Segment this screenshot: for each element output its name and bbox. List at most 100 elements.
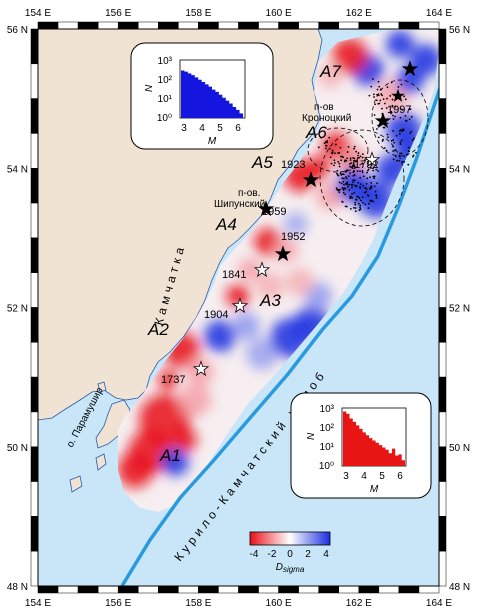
longitude-label: 156 E — [105, 8, 131, 19]
earthquake-star — [231, 297, 249, 314]
earthquake-year-label: 1923 — [281, 159, 305, 171]
longitude-label: 158 E — [185, 8, 211, 19]
earthquake-year-label: 1841 — [222, 269, 246, 281]
inset2-xtick-0: 3 — [343, 471, 349, 482]
earthquake-year-label: 1959 — [262, 206, 286, 218]
earthquake-star — [302, 171, 320, 188]
latitude-label: 48 N — [449, 582, 470, 593]
latitude-label: 48 N — [7, 582, 28, 593]
earthquake-year-label: 1792 — [354, 159, 378, 171]
small-island — [97, 381, 107, 393]
earthquake-star — [374, 112, 392, 129]
colorbar-tick-1: -2 — [268, 549, 277, 560]
longitude-label: 164 E — [426, 8, 452, 19]
inset1-ytick-2: 10¹ — [158, 94, 173, 105]
inset2-ytick-3: 10⁰ — [319, 461, 334, 472]
inset1-xtick-0: 3 — [181, 123, 187, 134]
small-island — [69, 475, 83, 493]
seismicity-dots — [317, 78, 417, 213]
rupture-outline — [371, 79, 429, 157]
inset1-histogram — [181, 70, 243, 118]
longitude-label: 162 E — [346, 598, 372, 609]
inset2-ylabel: N — [306, 432, 317, 440]
inset2-xtick-3: 6 — [397, 471, 403, 482]
inset1-xtick-2: 5 — [217, 123, 223, 134]
rupture-outline — [319, 129, 405, 227]
latitude-labels-right: 56 N 54 N 52 N 50 N 48 N — [449, 25, 470, 593]
earthquake-year-label: 1952 — [281, 231, 305, 243]
earthquake-year-label: 1737 — [161, 374, 185, 386]
zone-label-a7: A7 — [319, 62, 341, 81]
earthquake-star — [253, 261, 271, 278]
colorbar-tick-2: 0 — [287, 549, 293, 560]
latitude-label: 52 N — [449, 304, 470, 315]
inset2-ytick-0: 10³ — [320, 404, 335, 415]
longitude-label: 162 E — [346, 8, 372, 19]
small-island — [95, 453, 107, 471]
latitude-label: 56 N — [449, 25, 470, 36]
kronotsky-label-1: п-ов — [314, 102, 334, 113]
earthquake-star — [192, 360, 210, 377]
inset1-xtick-3: 6 — [235, 123, 241, 134]
dsigma-field — [118, 30, 439, 512]
zone-label-a1: A1 — [159, 446, 181, 465]
colorbar-tick-3: 2 — [305, 549, 311, 560]
shipunsky-label-2: Шипунский — [214, 199, 265, 210]
colorbar: -4 -2 0 2 4 Dsigma — [249, 531, 331, 574]
map-frame — [30, 21, 447, 594]
inset1-ylabel: N — [144, 84, 155, 92]
inset2-histogram — [343, 411, 405, 466]
longitude-label: 154 E — [25, 598, 51, 609]
kronotsky-label-2: Кроноцкий — [302, 113, 351, 124]
longitude-labels-bottom: 154 E 156 E 158 E 160 E 162 E 164 E — [25, 598, 452, 609]
shipunsky-label-1: п-ов. — [238, 188, 260, 199]
earthquake-star — [274, 245, 292, 262]
longitude-label: 160 E — [266, 598, 292, 609]
earthquake-year-label: 1997 — [387, 104, 411, 116]
map-border — [37, 28, 440, 587]
longitude-label: 160 E — [266, 8, 292, 19]
inset2-xtick-1: 4 — [361, 471, 367, 482]
inset-histogram-blue: 10³ 10² 10¹ 10⁰ 3 4 5 6 M N — [130, 42, 274, 150]
inset2-xtick-2: 5 — [379, 471, 385, 482]
latitude-label: 52 N — [7, 304, 28, 315]
earthquake-star — [363, 151, 381, 168]
longitude-label: 158 E — [185, 598, 211, 609]
zone-label-a3: A3 — [259, 291, 281, 310]
earthquake-year-label: 1904 — [204, 309, 228, 321]
latitude-labels-left: 56 N 54 N 52 N 50 N 48 N — [7, 25, 28, 593]
earthquake-star — [401, 60, 419, 77]
latitude-label: 54 N — [449, 164, 470, 175]
latitude-label: 56 N — [7, 25, 28, 36]
zone-label-a5: A5 — [251, 153, 273, 172]
paramushir-island — [95, 399, 131, 449]
colorbar-tick-0: -4 — [250, 549, 259, 560]
latitude-label: 50 N — [7, 443, 28, 454]
kuril-kamchatka-trench — [120, 85, 439, 586]
inset1-ytick-3: 10⁰ — [157, 113, 172, 124]
earthquake-star — [257, 200, 275, 217]
latitude-label: 54 N — [7, 164, 28, 175]
colorbar-gradient — [249, 531, 331, 546]
rupture-outline — [307, 127, 369, 173]
earthquake-markers: 1737 1904 1841 1952 1959 1923 1792 1997 — [161, 60, 419, 386]
longitude-labels-top: 154 E 156 E 158 E 160 E 162 E 164 E — [25, 8, 452, 19]
inset1-xtick-1: 4 — [199, 123, 205, 134]
inset2-ytick-2: 10¹ — [320, 442, 335, 453]
colorbar-label: Dsigma — [276, 562, 305, 574]
inset1-ytick-1: 10² — [158, 75, 173, 86]
inset2-ytick-1: 10² — [320, 423, 335, 434]
inset2-xlabel: M — [370, 484, 379, 495]
inset-histogram-red: 10³ 10² 10¹ 10⁰ 3 4 5 6 M N — [290, 392, 432, 499]
zone-label-a2: A2 — [147, 320, 169, 339]
zone-label-a4: A4 — [215, 215, 237, 234]
zone-label-a6: A6 — [305, 123, 327, 142]
inset1-xlabel: M — [208, 136, 217, 147]
longitude-label: 164 E — [426, 598, 452, 609]
earthquake-star — [391, 88, 405, 102]
inset1-ytick-0: 10³ — [158, 56, 173, 67]
latitude-label: 50 N — [449, 443, 470, 454]
colorbar-tick-4: 4 — [323, 549, 329, 560]
longitude-label: 154 E — [25, 8, 51, 19]
